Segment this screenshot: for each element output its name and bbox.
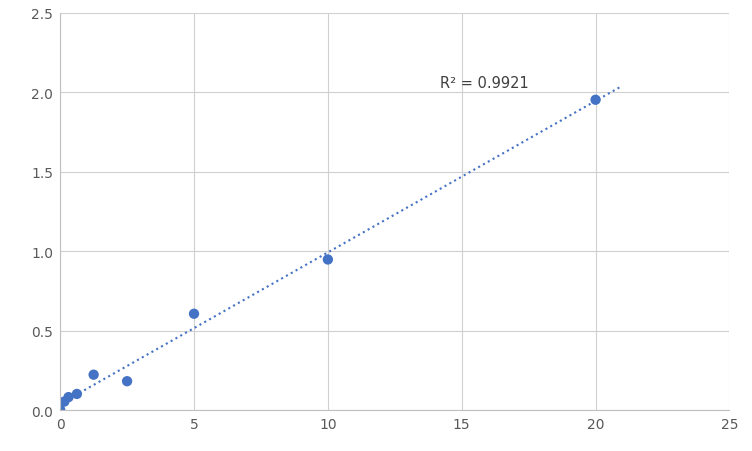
- Text: R² = 0.9921: R² = 0.9921: [441, 76, 529, 91]
- Point: [87, 371, 99, 378]
- Point: [322, 256, 334, 263]
- Point: [59, 398, 71, 405]
- Point: [54, 406, 66, 414]
- Point: [590, 97, 602, 104]
- Point: [71, 391, 83, 398]
- Point: [121, 378, 133, 385]
- Point: [62, 394, 74, 401]
- Point: [188, 310, 200, 318]
